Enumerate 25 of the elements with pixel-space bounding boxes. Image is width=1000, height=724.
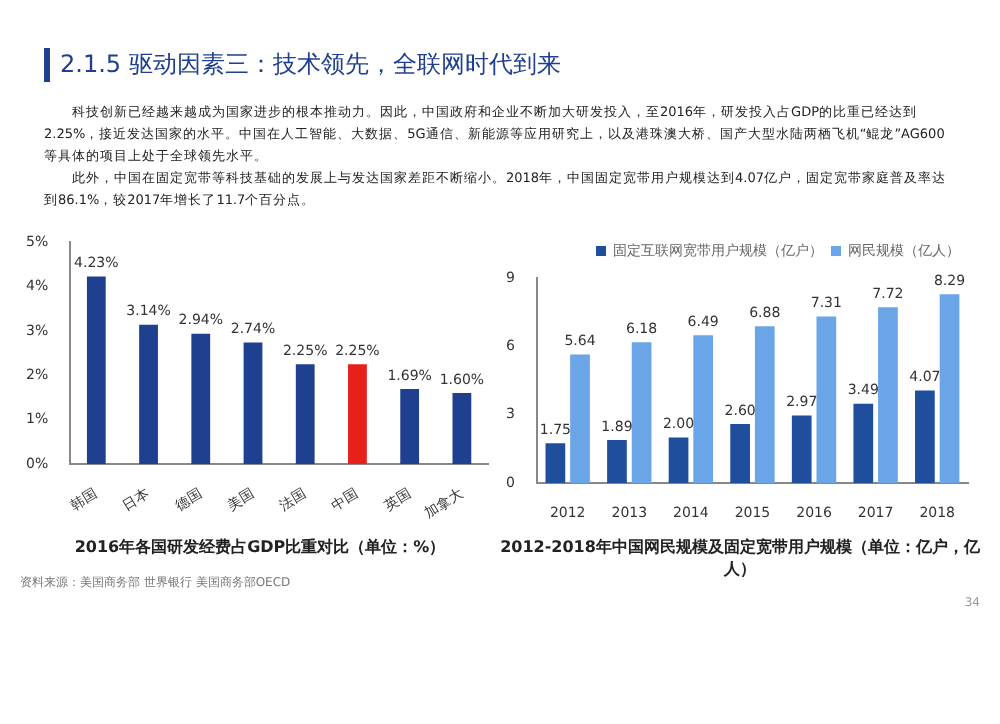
bar <box>191 333 211 464</box>
bar <box>570 354 590 484</box>
bar <box>400 389 420 464</box>
bar <box>816 316 837 484</box>
bar <box>86 276 106 464</box>
bar <box>631 342 652 484</box>
bar <box>754 326 775 484</box>
text: 2.1.5 驱动因素三：技术领先，全联网时代到来 <box>44 48 984 82</box>
bar <box>545 443 566 484</box>
bar <box>853 403 874 484</box>
bar <box>668 437 689 484</box>
bar <box>139 324 158 464</box>
bar <box>693 335 714 484</box>
bar <box>730 423 750 484</box>
text: 2016年各国研发经费占GDP比重对比（单位：%） <box>72 536 448 558</box>
bar <box>295 364 315 464</box>
bar <box>348 364 367 464</box>
bar <box>607 440 627 484</box>
bar <box>878 307 898 484</box>
bar <box>915 390 935 484</box>
bar <box>243 342 263 464</box>
text: 2012-2018年中国网民规模及固定宽带用户规模（单位：亿户，亿人） <box>500 536 980 580</box>
bar <box>791 415 812 484</box>
bar <box>452 393 472 464</box>
bar <box>939 294 960 484</box>
